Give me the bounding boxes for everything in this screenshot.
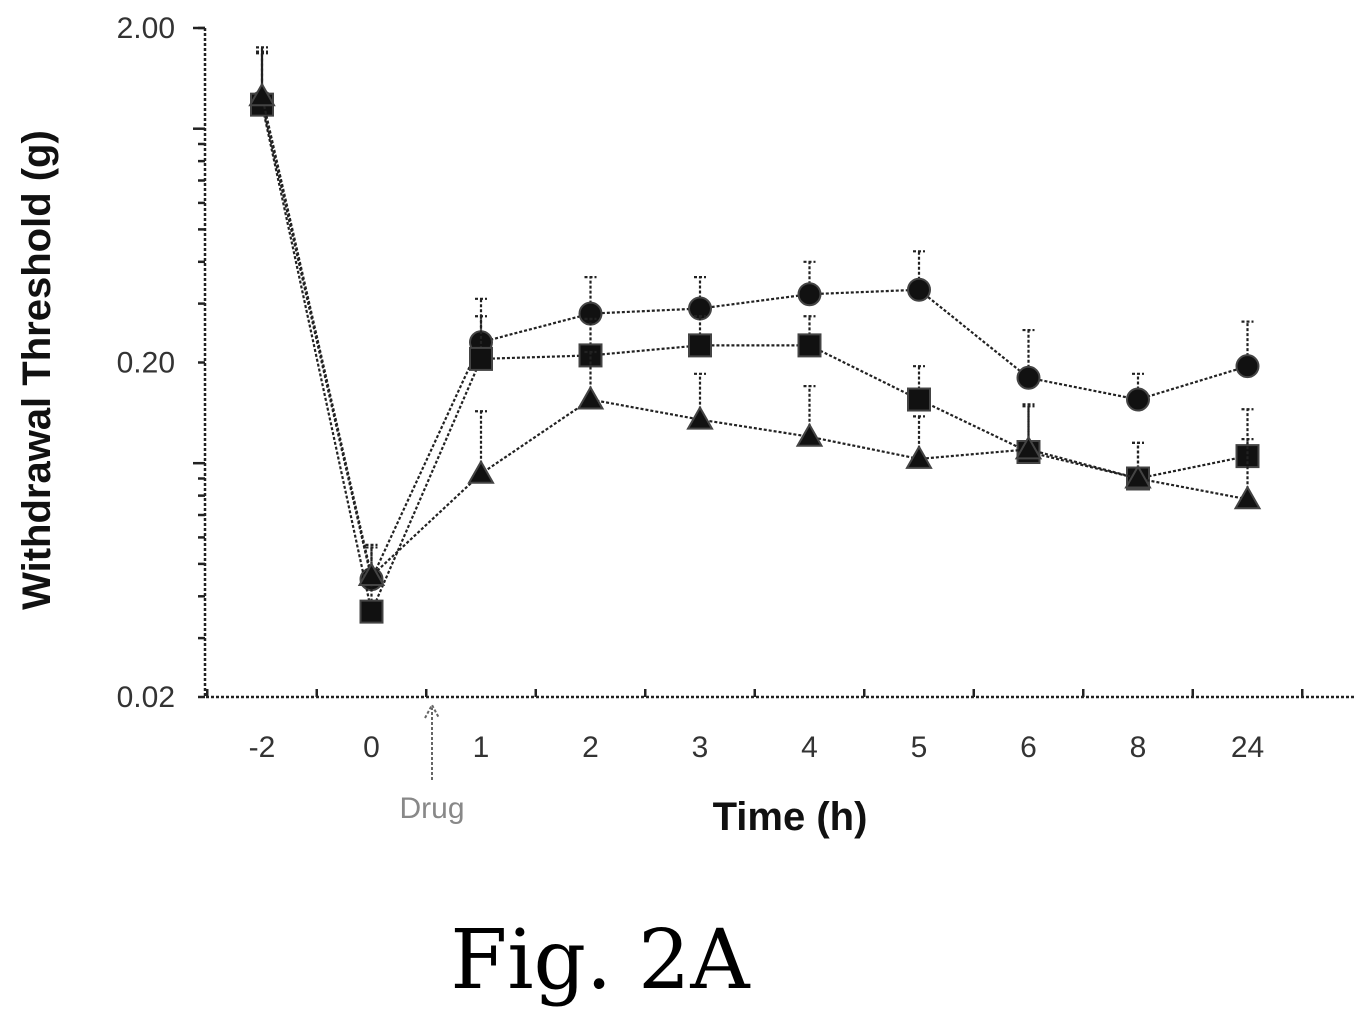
data-point [1014,435,1043,460]
x-tick-label: 1 [473,731,490,764]
data-point [797,282,822,307]
series-line [260,96,1248,579]
figure-caption: Fig. 2A [450,913,751,1008]
y-axis-title: Withdrawal Threshold (g) [15,130,59,610]
data-point [467,459,495,484]
series-triangle [248,46,1262,587]
x-tick-label: 3 [692,731,709,764]
data-point [905,444,933,469]
y-tick-label: 0.02 [117,681,175,714]
data-point [907,387,931,412]
drug-arrowhead [424,702,440,719]
data-point [469,346,493,371]
drug-label: Drug [399,792,464,825]
x-tick-label: -2 [249,731,276,764]
data-point [1016,365,1041,390]
series-square [250,52,1260,624]
series-line [260,104,1248,616]
series-layer [248,46,1262,624]
data-point [907,277,931,302]
data-point [795,422,824,447]
x-tick-label: 2 [582,731,599,764]
data-point [688,333,712,358]
axis-lines [203,28,1355,699]
y-tick-label: 2.00 [117,12,175,45]
x-tick-label: 4 [801,731,818,764]
axes: 2.00 0.20 0.02 -2 0 1 2 3 4 5 6 8 24 [117,12,1355,764]
data-point [357,561,386,587]
x-tick-label: 8 [1130,731,1147,764]
x-axis-title: Time (h) [713,795,868,839]
data-point [1126,387,1150,412]
data-point [686,405,714,430]
x-tick-label: 24 [1231,731,1264,764]
series-line [260,101,1248,583]
x-tick-label: 6 [1020,731,1037,764]
series-circle [250,50,1260,592]
y-tick-label: 0.20 [117,347,175,380]
data-point [248,82,276,107]
data-point [578,343,603,368]
data-point [578,301,603,326]
data-point [576,385,605,410]
drug-annotation: Drug [399,702,465,825]
data-point [797,333,822,358]
data-point [1233,485,1262,510]
x-tick-label: 0 [363,731,380,764]
data-point [1235,354,1260,379]
data-point [359,599,384,624]
x-tick-label: 5 [911,731,928,764]
data-point [1124,464,1152,489]
